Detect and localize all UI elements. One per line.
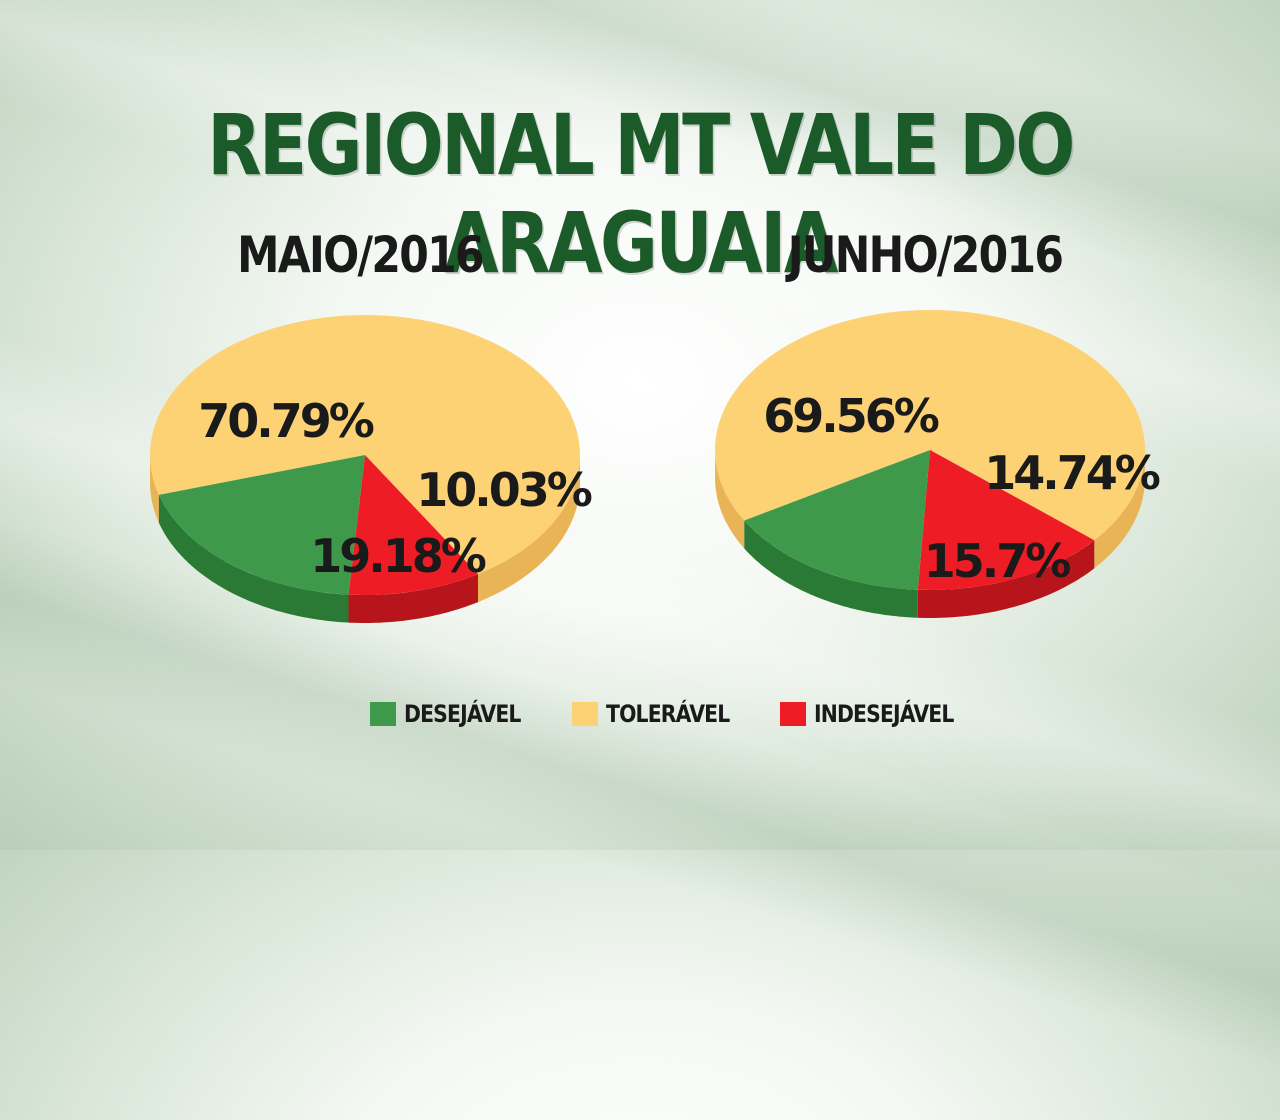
pie-maio: 70.79% 10.03% 19.18%	[149, 315, 595, 623]
pie-slice-desejavel	[158, 455, 365, 595]
pie-slice-toleravel	[149, 315, 580, 575]
pie-title-maio: MAIO/2016	[237, 226, 484, 284]
pie-title-junho: JUNHO/2016	[787, 226, 1064, 284]
pie-side-toleravel	[1094, 456, 1145, 569]
slice-label-desejavel: 19.18%	[310, 529, 486, 583]
chart-title: REGIONAL MT VALE DO ARAGUAIA	[207, 96, 1075, 292]
legend: DESEJÁVEL TOLERÁVEL INDESEJÁVEL	[0, 700, 1280, 736]
slice-label-indesejavel: 14.74%	[984, 446, 1160, 500]
legend-label-indesejavel: INDESEJÁVEL	[814, 700, 954, 728]
pie-junho: 69.56% 14.74% 15.7%	[715, 309, 1163, 618]
legend-item-toleravel: TOLERÁVEL	[572, 700, 751, 728]
pie-side-indesejavel	[348, 574, 478, 623]
legend-label-desejavel: DESEJÁVEL	[404, 700, 521, 728]
slice-label-indesejavel: 10.03%	[416, 463, 592, 517]
pie-side-desejavel	[744, 520, 918, 618]
slice-label-toleravel: 70.79%	[198, 394, 374, 448]
slice-label-desejavel: 15.7%	[924, 534, 1070, 588]
pie-side-toleravel	[150, 456, 159, 523]
pie-charts: 70.79% 10.03% 19.18% 69.56% 14.74% 15.7%	[149, 309, 1163, 623]
pie-slice-indesejavel	[348, 455, 478, 596]
legend-item-desejavel: DESEJÁVEL	[370, 700, 541, 728]
pie-side-desejavel	[158, 494, 349, 623]
slice-label-toleravel: 69.56%	[763, 389, 939, 443]
pie-slice-indesejavel	[917, 450, 1095, 591]
pie-side-indesejavel	[917, 540, 1095, 618]
pie-slice-toleravel	[715, 309, 1146, 541]
pie-side-toleravel	[715, 455, 745, 549]
legend-swatch-toleravel	[572, 702, 598, 726]
pie-side-toleravel	[478, 457, 580, 603]
legend-label-toleravel: TOLERÁVEL	[606, 700, 730, 728]
legend-swatch-indesejavel	[780, 702, 806, 726]
pie-slice-desejavel	[744, 450, 930, 590]
legend-swatch-desejavel	[370, 702, 396, 726]
legend-item-indesejavel: INDESEJÁVEL	[780, 700, 978, 728]
